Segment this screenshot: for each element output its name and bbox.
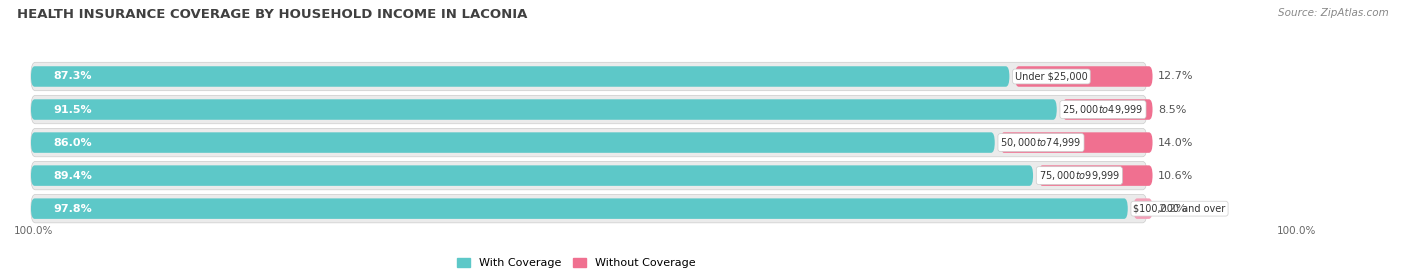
FancyBboxPatch shape [1133,199,1153,219]
Text: HEALTH INSURANCE COVERAGE BY HOUSEHOLD INCOME IN LACONIA: HEALTH INSURANCE COVERAGE BY HOUSEHOLD I… [17,8,527,21]
FancyBboxPatch shape [31,95,1147,124]
Legend: With Coverage, Without Coverage: With Coverage, Without Coverage [453,253,700,269]
FancyBboxPatch shape [31,194,1147,223]
FancyBboxPatch shape [31,199,1128,219]
FancyBboxPatch shape [31,62,1147,91]
Text: 86.0%: 86.0% [53,137,93,148]
FancyBboxPatch shape [1063,99,1153,120]
FancyBboxPatch shape [31,128,1147,157]
Text: $75,000 to $99,999: $75,000 to $99,999 [1039,169,1121,182]
Text: 10.6%: 10.6% [1159,171,1194,180]
Text: $100,000 and over: $100,000 and over [1133,204,1226,214]
FancyBboxPatch shape [1039,165,1153,186]
Text: $50,000 to $74,999: $50,000 to $74,999 [1001,136,1081,149]
FancyBboxPatch shape [31,161,1147,190]
FancyBboxPatch shape [31,132,994,153]
Text: 8.5%: 8.5% [1159,105,1187,115]
FancyBboxPatch shape [1001,132,1153,153]
Text: 2.2%: 2.2% [1159,204,1187,214]
Text: 89.4%: 89.4% [53,171,93,180]
Text: 91.5%: 91.5% [53,105,93,115]
FancyBboxPatch shape [1015,66,1153,87]
Text: 100.0%: 100.0% [1277,226,1316,236]
Text: Source: ZipAtlas.com: Source: ZipAtlas.com [1278,8,1389,18]
Text: 14.0%: 14.0% [1159,137,1194,148]
Text: 97.8%: 97.8% [53,204,93,214]
Text: $25,000 to $49,999: $25,000 to $49,999 [1063,103,1143,116]
Text: Under $25,000: Under $25,000 [1015,72,1088,82]
Text: 100.0%: 100.0% [14,226,53,236]
Text: 12.7%: 12.7% [1159,72,1194,82]
Text: 87.3%: 87.3% [53,72,91,82]
FancyBboxPatch shape [31,99,1057,120]
FancyBboxPatch shape [31,165,1033,186]
FancyBboxPatch shape [31,66,1010,87]
